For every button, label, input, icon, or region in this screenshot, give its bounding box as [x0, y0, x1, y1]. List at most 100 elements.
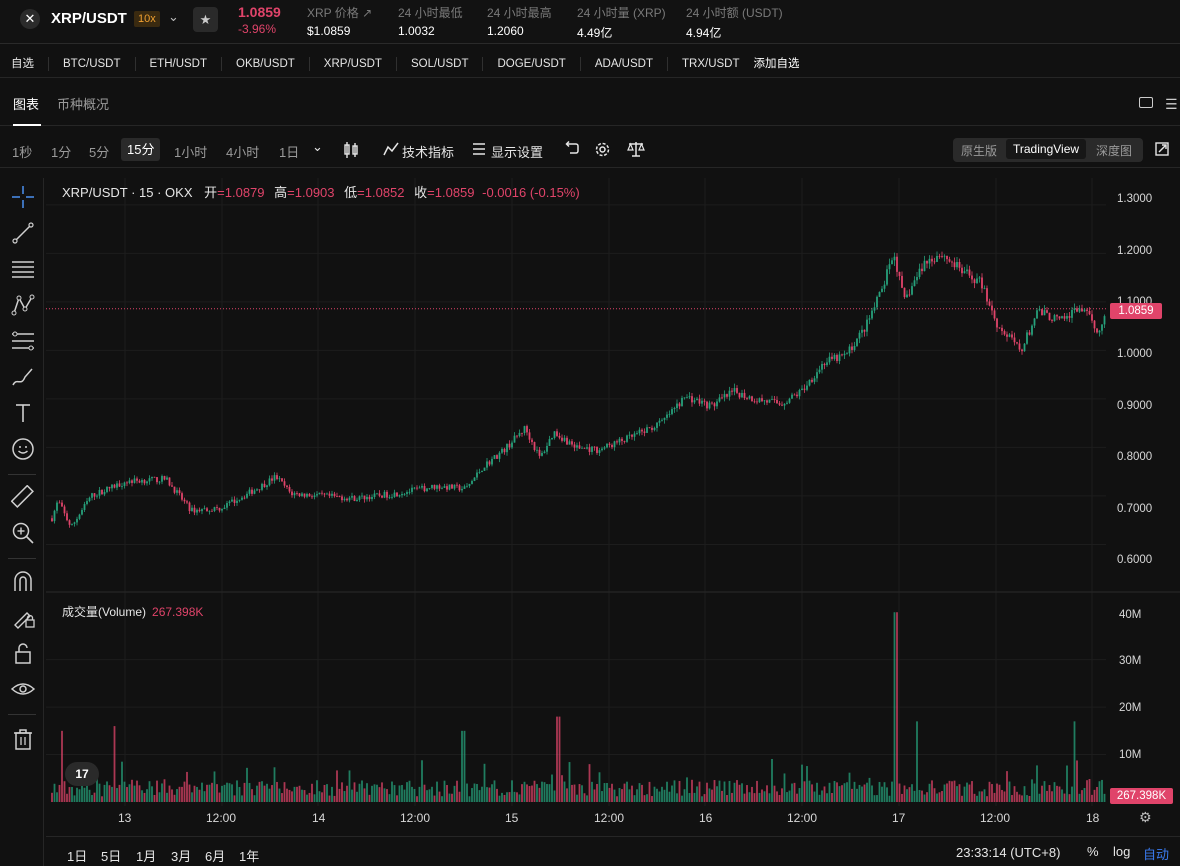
log-toggle[interactable]: log — [1113, 844, 1131, 859]
timeframe-1d[interactable]: 1日 — [279, 145, 300, 160]
candle-body — [321, 492, 323, 494]
text-icon[interactable] — [11, 401, 35, 425]
pair-title[interactable]: XRP/USDT — [51, 10, 127, 27]
chevron-down-icon[interactable]: ⌄ — [168, 9, 179, 24]
volume-bar — [428, 789, 431, 802]
view-native[interactable]: 原生版 — [961, 144, 998, 158]
menu-icon[interactable]: ☰ — [1165, 96, 1178, 112]
volume-bar — [998, 784, 1001, 802]
candle-body — [618, 438, 621, 443]
display-settings-button[interactable]: 显示设置 — [491, 145, 544, 160]
crosshair-icon[interactable] — [11, 185, 35, 209]
stat-xrp-price[interactable]: XRP 价格 ↗ $1.0859 — [307, 4, 372, 38]
price-tick: 0.9000 — [1117, 400, 1153, 412]
candle-body — [836, 354, 838, 361]
candle-body — [878, 291, 881, 297]
lock-drawing-icon[interactable] — [11, 605, 35, 629]
unlock-icon[interactable] — [11, 641, 35, 665]
chart-toolbar: 1秒 1分 5分 15分 1小时 4小时 1日 ⌄ 技术指标 显示设置 原生版 … — [0, 132, 1180, 168]
add-watchlist-button[interactable]: 添加自选 — [753, 57, 800, 70]
volume-bar — [1053, 782, 1056, 802]
timeframe-1m[interactable]: 1分 — [51, 145, 72, 160]
volume-bar — [923, 794, 926, 802]
fib-icon[interactable] — [11, 329, 35, 353]
candle-body — [771, 398, 773, 400]
volume-bar — [796, 793, 798, 802]
candle-type-icon[interactable] — [343, 141, 359, 162]
ruler-icon[interactable] — [10, 484, 35, 509]
watchlist-item[interactable]: BTC/USDT — [48, 56, 135, 71]
watchlist-item[interactable]: XRP/USDT — [308, 56, 396, 71]
candle-body — [963, 271, 966, 274]
timeframe-4h[interactable]: 4小时 — [226, 145, 260, 160]
timeframe-5m[interactable]: 5分 — [89, 145, 110, 160]
balance-scale-icon[interactable] — [627, 141, 645, 161]
range-1d[interactable]: 1日 — [67, 849, 88, 864]
watchlist-item[interactable]: ADA/USDT — [579, 56, 667, 71]
expand-icon[interactable] — [1155, 142, 1169, 159]
tab-coin-overview[interactable]: 币种概况 — [57, 97, 110, 112]
display-settings-icon[interactable] — [472, 142, 486, 159]
volume-bar — [788, 790, 791, 802]
indicators-icon[interactable] — [383, 141, 399, 160]
volume-bar — [243, 782, 246, 802]
view-tradingview[interactable]: TradingView — [1006, 139, 1087, 159]
candle-body — [1051, 320, 1053, 322]
range-1y[interactable]: 1年 — [239, 849, 260, 864]
watchlist-item[interactable]: SOL/USDT — [395, 56, 483, 71]
volume-bar — [611, 783, 613, 802]
clock[interactable]: 23:33:14 (UTC+8) — [956, 845, 1061, 860]
watchlist-item[interactable]: ETH/USDT — [134, 56, 222, 71]
auto-toggle[interactable]: 自动 — [1143, 847, 1170, 862]
timeframe-15m[interactable]: 15分 — [121, 138, 161, 161]
candle-body — [391, 496, 393, 498]
zoom-in-icon[interactable] — [11, 521, 35, 545]
candle-body — [1103, 316, 1106, 325]
volume-bar — [61, 730, 63, 802]
eye-icon[interactable] — [10, 677, 36, 701]
range-5d[interactable]: 5日 — [101, 849, 122, 864]
emoji-icon[interactable] — [11, 437, 35, 461]
trend-line-icon[interactable] — [11, 221, 35, 245]
range-6m[interactable]: 6月 — [205, 849, 226, 864]
indicators-button[interactable]: 技术指标 — [402, 145, 455, 160]
watchlist-item[interactable]: OKB/USDT — [221, 56, 309, 71]
candle-body — [593, 446, 596, 448]
candle-body — [283, 481, 286, 486]
volume-bar — [466, 783, 468, 802]
volume-bar — [171, 789, 173, 802]
star-icon[interactable]: ★ — [193, 7, 218, 32]
watchlist-item[interactable]: TRX/USDT — [667, 56, 754, 71]
gear-icon[interactable] — [594, 141, 611, 161]
chevron-down-icon[interactable]: ⌄ — [312, 139, 323, 154]
candle-body — [353, 496, 356, 501]
candle-body — [211, 510, 213, 512]
brush-icon[interactable] — [11, 365, 35, 389]
watchlist-label[interactable]: 自选 — [11, 57, 34, 70]
candle-body — [566, 437, 568, 445]
price-chart[interactable] — [46, 178, 1180, 834]
magnet-icon[interactable] — [11, 569, 35, 593]
gear-icon[interactable]: ⚙ — [1139, 809, 1152, 825]
volume-bar — [241, 795, 243, 802]
volume-bar — [721, 790, 723, 802]
pattern-icon[interactable] — [11, 293, 35, 317]
timeframe-1s[interactable]: 1秒 — [12, 145, 33, 160]
timeframe-1h[interactable]: 1小时 — [174, 145, 208, 160]
view-depth[interactable]: 深度图 — [1096, 144, 1133, 158]
window-icon[interactable] — [1139, 97, 1153, 108]
candle-body — [1018, 343, 1021, 350]
parallel-lines-icon[interactable] — [11, 257, 35, 281]
trash-icon[interactable] — [11, 727, 35, 751]
candle-body — [398, 495, 401, 497]
undo-icon[interactable] — [564, 140, 580, 160]
tab-chart[interactable]: 图表 — [13, 97, 40, 112]
candle-body — [923, 260, 926, 272]
percent-toggle[interactable]: % — [1087, 844, 1099, 859]
candle-body — [373, 493, 376, 497]
range-1m[interactable]: 1月 — [136, 849, 157, 864]
range-3m[interactable]: 3月 — [171, 849, 192, 864]
stat-value: 4.49亿 — [577, 26, 613, 40]
volume-bar — [468, 796, 471, 802]
watchlist-item[interactable]: DOGE/USDT — [482, 56, 579, 71]
